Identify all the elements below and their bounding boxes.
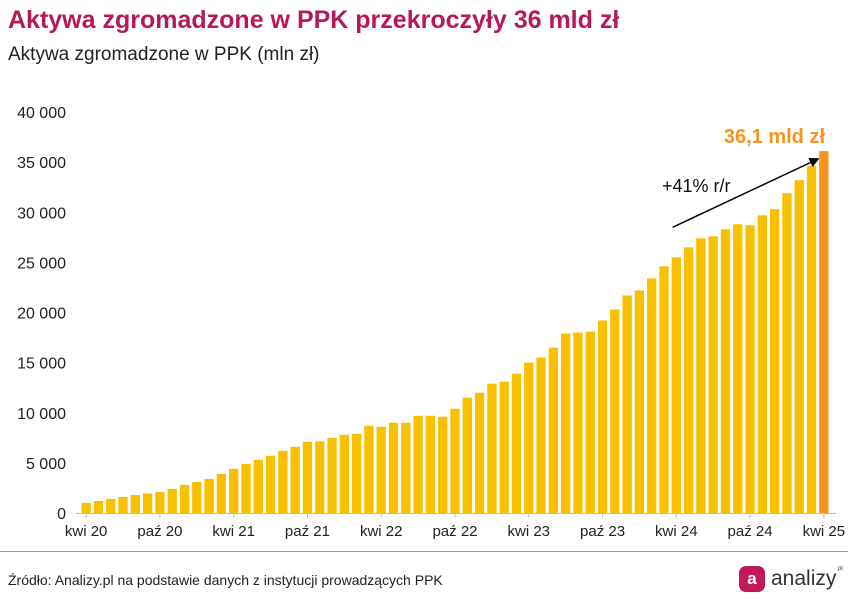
bar	[106, 498, 116, 513]
x-tick-label: kwi 24	[655, 523, 698, 540]
bar	[376, 426, 386, 513]
bar	[450, 408, 460, 513]
bar	[770, 209, 780, 513]
x-tick-label: paź 23	[580, 523, 625, 540]
bar	[130, 494, 140, 513]
bar	[622, 295, 632, 513]
bar	[610, 309, 620, 513]
bar	[597, 320, 608, 513]
bar	[536, 357, 546, 513]
bar	[265, 455, 276, 513]
bar	[585, 331, 595, 513]
bar	[524, 362, 534, 513]
bar	[511, 373, 522, 513]
bar	[782, 193, 792, 513]
bar	[487, 383, 497, 513]
highlight-value-label: 36,1 mld zł	[724, 126, 826, 148]
x-tick-label: paź 24	[728, 523, 773, 540]
growth-annotation: +41% r/r	[662, 176, 731, 196]
bar	[327, 437, 337, 513]
bar	[438, 416, 448, 513]
x-tick-label: kwi 21	[212, 523, 255, 540]
bar	[192, 481, 202, 513]
bar-chart: 0 5 000 10 000 15 000 20 000 25 000 30 000 35 0…	[17, 105, 845, 540]
bar	[290, 446, 300, 513]
bar	[647, 278, 657, 513]
bars	[81, 151, 829, 514]
y-tick-label: 40 000	[17, 105, 66, 122]
bar	[229, 468, 239, 513]
bar	[278, 450, 288, 513]
bar	[683, 247, 694, 513]
chart-title: Aktywa zgromadzone w PPK przekroczyły 36…	[8, 6, 620, 34]
bar	[142, 493, 153, 513]
y-tick-label: 10 000	[17, 406, 66, 423]
footer-divider	[0, 551, 848, 552]
bar	[757, 215, 768, 513]
bar	[351, 433, 362, 513]
y-tick-label: 0	[57, 506, 66, 523]
bar	[241, 463, 251, 513]
bar	[720, 229, 731, 514]
bar	[634, 290, 645, 513]
y-tick-label: 15 000	[17, 356, 66, 373]
bar	[548, 347, 559, 513]
bar	[93, 500, 104, 513]
bar	[388, 422, 399, 513]
bar	[659, 266, 669, 513]
bar	[167, 488, 177, 513]
bar	[364, 425, 374, 513]
bar	[806, 166, 817, 513]
bar	[671, 257, 681, 513]
bar	[401, 422, 411, 513]
logo-text: analizy	[771, 567, 837, 590]
bar	[794, 180, 804, 514]
y-axis: 0 5 000 10 000 15 000 20 000 25 000 30 000 35 0…	[17, 105, 66, 523]
bar	[696, 238, 706, 513]
bar	[413, 415, 423, 513]
y-tick-label: 20 000	[17, 306, 66, 323]
bar	[339, 434, 350, 513]
bar	[216, 473, 227, 513]
bar	[708, 236, 718, 513]
x-tick-label: paź 22	[432, 523, 477, 540]
bar	[474, 392, 485, 513]
chart-subtitle: Aktywa zgromadzone w PPK (mln zł)	[8, 44, 320, 65]
y-tick-label: 30 000	[17, 205, 66, 222]
bar	[155, 491, 165, 513]
source-note: Źródło: Analizy.pl na podstawie danych z…	[8, 572, 443, 588]
bar	[253, 459, 263, 513]
y-tick-label: 35 000	[17, 155, 66, 172]
x-tick-label: paź 20	[137, 523, 182, 540]
x-tick-label: kwi 25	[803, 523, 846, 540]
bar	[573, 332, 583, 513]
bar	[499, 381, 509, 513]
bar-highlight	[819, 151, 829, 513]
x-tick-label: paź 21	[285, 523, 330, 540]
bar	[733, 224, 743, 513]
y-tick-label: 25 000	[17, 255, 66, 272]
bar	[315, 441, 325, 513]
bar	[118, 496, 128, 513]
growth-arrow	[672, 157, 820, 228]
x-tick-label: kwi 20	[65, 523, 108, 540]
bar	[179, 484, 190, 513]
analizy-logo: a analizy pl	[739, 566, 844, 598]
x-axis: kwi 20 paź 20 kwi 21 paź 21 kwi 22 paź 22 kwi …	[65, 513, 845, 540]
logo-suffix: pl	[838, 566, 843, 572]
x-tick-label: kwi 23	[508, 523, 551, 540]
bar	[204, 478, 214, 513]
logo-badge-icon: a	[739, 566, 765, 592]
bar	[425, 415, 436, 513]
annotations: 36,1 mld zł +41% r/r	[662, 126, 826, 228]
bar	[745, 225, 755, 513]
x-tick-label: kwi 22	[360, 523, 403, 540]
bar	[302, 441, 313, 513]
bar	[560, 333, 571, 513]
bar	[462, 397, 472, 513]
bar	[81, 502, 91, 513]
y-tick-label: 5 000	[26, 456, 66, 473]
